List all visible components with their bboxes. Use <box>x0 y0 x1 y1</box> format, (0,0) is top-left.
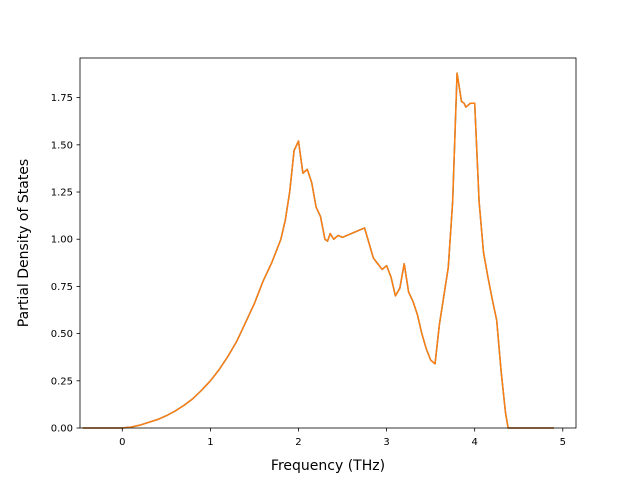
x-axis-label: Frequency (THz) <box>271 458 385 474</box>
axes-frame <box>79 57 577 429</box>
y-axis-label: Partial Density of States <box>16 159 32 327</box>
axes-layer: 0 1 2 3 4 5 0.00 0.25 0.50 0.75 1.00 1.25 1.50 1.75 <box>51 57 577 448</box>
y-tick-label: 1.00 <box>51 235 73 246</box>
y-tick-label: 1.50 <box>51 140 73 151</box>
x-tick-label: 5 <box>560 437 566 448</box>
x-tick-label: 4 <box>471 437 477 448</box>
series-layer <box>82 72 554 429</box>
y-tick-label: 1.25 <box>51 188 73 199</box>
y-tick-label: 0.50 <box>51 329 73 340</box>
series-line-2 <box>82 72 554 429</box>
x-tick-label: 2 <box>295 437 301 448</box>
x-tick-label: 0 <box>119 437 125 448</box>
x-tick-label: 3 <box>383 437 389 448</box>
y-tick-label: 0.75 <box>51 282 73 293</box>
y-tick-label: 1.75 <box>51 93 73 104</box>
y-tick-label: 0.00 <box>51 424 73 435</box>
x-tick-label: 1 <box>207 437 213 448</box>
y-tick-label: 0.25 <box>51 376 73 387</box>
